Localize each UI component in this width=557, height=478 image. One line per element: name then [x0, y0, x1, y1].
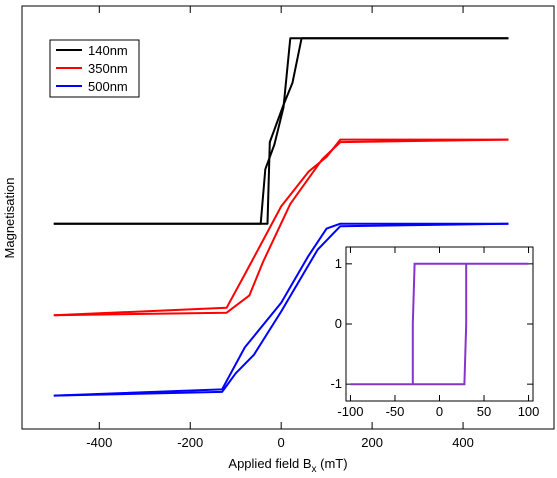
legend-label-350nm: 350nm [88, 61, 128, 76]
inset-y-tick-label: 0 [335, 316, 342, 331]
series-140nm-branch-up [53, 37, 509, 225]
inset-hysteresis-loop [350, 262, 529, 386]
x-axis-label-main: Applied field B [228, 456, 311, 471]
main-plot-frame [21, 5, 555, 430]
y-axis-label: Magnetisation [2, 178, 17, 259]
inset-y-tick-label: 1 [335, 256, 342, 271]
x-tick-label: 200 [361, 435, 383, 450]
inset-x-tick-label: 100 [518, 404, 540, 419]
x-axis-label-unit: (mT) [317, 456, 348, 471]
legend-label-140nm: 140nm [88, 43, 128, 58]
inset-x-tick-label: -100 [337, 404, 363, 419]
series-350nm-branch-down [53, 138, 509, 317]
x-axis-label-subscript: x [312, 464, 317, 473]
inset-axes: -100 -50 0 50 100 1 0 -1 [330, 247, 539, 419]
x-tick-label: 0 [278, 435, 285, 450]
inset-x-tick-label: -50 [386, 404, 405, 419]
x-tick-label: -200 [177, 435, 203, 450]
x-tick-label: 400 [452, 435, 474, 450]
legend: 140nm 350nm 500nm [49, 39, 140, 98]
inset-plot-area [350, 262, 529, 386]
inset-x-tick-label: 50 [477, 404, 491, 419]
inset-x-tick-label: 0 [436, 404, 443, 419]
main-plot-area [53, 37, 509, 397]
x-axis-label: Applied field Bx (mT) [228, 456, 347, 473]
inset-y-tick-label: -1 [330, 376, 342, 391]
series-500nm-branch-up [53, 222, 509, 397]
inset-chart: -100 -50 0 50 100 1 0 -1 [330, 246, 539, 419]
x-tick-label: -400 [86, 435, 112, 450]
series-500nm-branch-down [53, 222, 509, 397]
legend-label-500nm: 500nm [88, 79, 128, 94]
main-x-axis: -400 -200 0 200 400 [86, 6, 474, 450]
inset-background [345, 246, 534, 402]
series-350nm-branch-up [53, 138, 509, 317]
